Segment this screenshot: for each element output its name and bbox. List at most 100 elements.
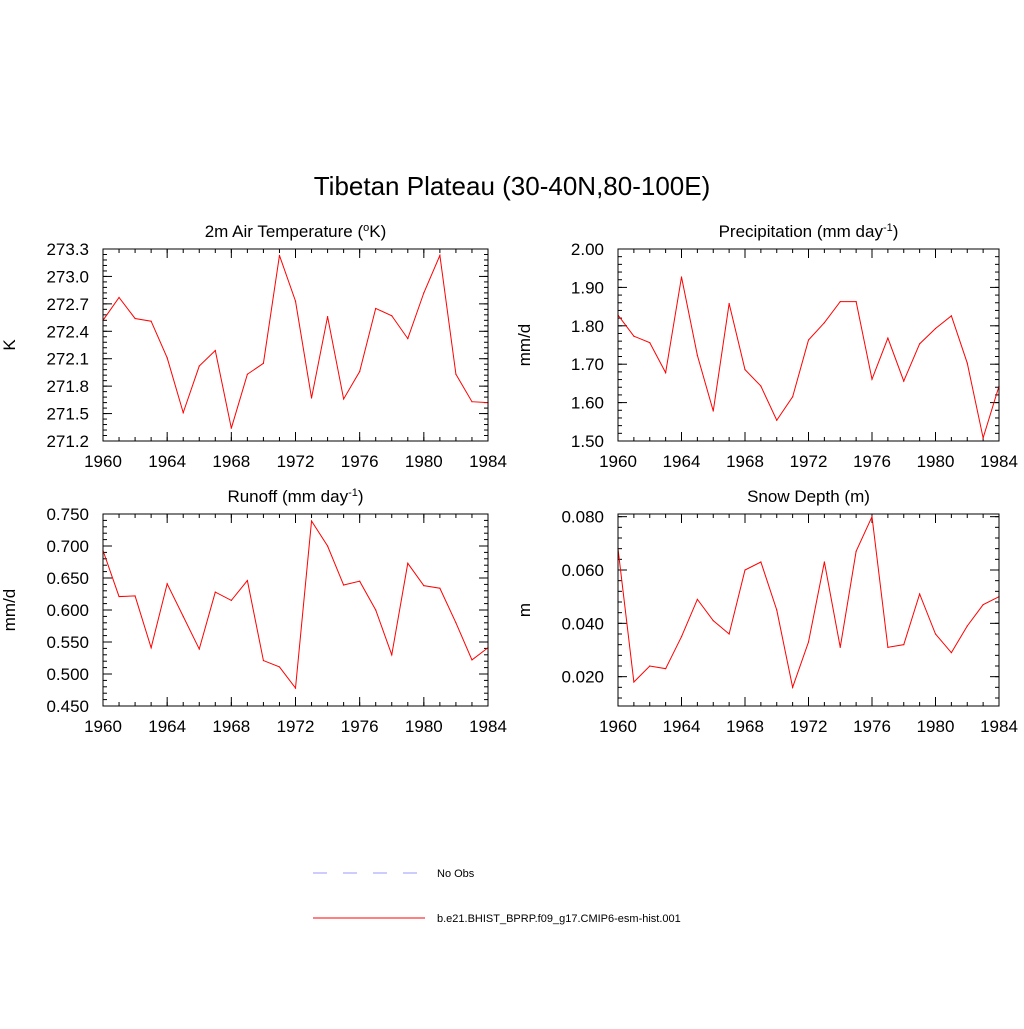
data-point (680, 636, 683, 638)
data-point (230, 599, 232, 602)
y-axis-label: mm/d (515, 324, 534, 367)
data-point (471, 659, 473, 661)
panel-title-tail: K) (369, 222, 386, 241)
panel-title-main: Runoff (mm day (227, 487, 348, 506)
data-point (150, 320, 152, 322)
y-tick-label: 0.500 (46, 665, 89, 684)
data-point (326, 545, 329, 547)
data-point (966, 362, 968, 364)
data-point (855, 301, 857, 303)
data-point (728, 633, 730, 635)
data-point (294, 687, 297, 689)
y-tick-label: 0.080 (561, 508, 604, 527)
data-point (887, 646, 889, 648)
data-point (262, 362, 265, 364)
data-point (871, 516, 873, 518)
panel-runoff: Runoff (mm day-1) mm/d 1960 1964 1968 1972 197… (0, 487, 507, 736)
x-tick-label: 1960 (84, 717, 122, 736)
panel-title: 2m Air Temperature (oK) (205, 222, 387, 241)
y-tick-label: 0.700 (46, 537, 89, 556)
y-tick-label: 0.060 (561, 561, 604, 580)
data-point (310, 520, 313, 522)
x-tick-label: 1972 (277, 717, 315, 736)
x-tick-label: 1980 (405, 717, 443, 736)
data-point (166, 357, 168, 359)
data-point (760, 561, 762, 563)
data-point (471, 401, 473, 403)
data-point (903, 644, 905, 646)
x-tick-label: 1984 (980, 452, 1018, 471)
y-tick-label: 273.3 (46, 240, 89, 259)
x-tick-label: 1964 (148, 452, 186, 471)
y-tick-label: 0.450 (46, 697, 89, 716)
y-tick-label: 272.7 (46, 295, 89, 314)
x-tick-label: 1980 (917, 452, 955, 471)
data-point (278, 254, 281, 256)
x-tick-label: 1976 (853, 452, 891, 471)
x-tick-label: 1980 (917, 717, 955, 736)
data-point (776, 609, 778, 611)
plot-frame (102, 513, 489, 707)
x-tick-label: 1968 (726, 452, 764, 471)
data-point (744, 569, 746, 571)
panel-title-tail: ) (893, 222, 899, 241)
data-point (230, 427, 232, 429)
series-line (617, 276, 1000, 440)
x-tick-label: 1972 (790, 717, 828, 736)
y-axis-label: K (0, 339, 19, 351)
data-point (966, 625, 968, 627)
data-point (166, 583, 168, 585)
data-point (839, 646, 841, 648)
data-point (665, 668, 667, 670)
panel-title: Runoff (mm day-1) (227, 487, 363, 506)
y-tick-label: 271.2 (46, 432, 89, 451)
data-point (343, 584, 345, 586)
panel-title-superscript: -1 (883, 222, 893, 234)
x-tick-label: 1984 (469, 452, 507, 471)
x-tick-label: 1980 (405, 452, 443, 471)
y-tick-label: 271.5 (46, 405, 89, 424)
x-tick-label: 1960 (599, 452, 637, 471)
data-point (359, 370, 361, 373)
data-point (391, 654, 393, 656)
data-point (343, 398, 345, 400)
data-point (633, 681, 635, 683)
data-point (823, 561, 825, 563)
data-point (982, 604, 984, 606)
y-tick-label: 1.80 (571, 317, 604, 336)
data-point (423, 585, 425, 587)
data-point (807, 339, 810, 341)
x-tick-label: 1972 (790, 452, 828, 471)
panel-title-main: 2m Air Temperature ( (205, 222, 364, 241)
data-point (262, 659, 265, 662)
data-point (359, 580, 361, 582)
panel-title-superscript: -1 (348, 487, 358, 499)
data-point (198, 365, 200, 367)
data-point (439, 587, 441, 589)
data-point (134, 317, 136, 320)
x-tick-label: 1976 (341, 452, 379, 471)
y-tick-label: 271.8 (46, 377, 89, 396)
panel-air-temperature: 2m Air Temperature (oK) K 1960 1964 1968 1972… (0, 222, 507, 471)
plot-frame (617, 513, 1000, 707)
figure-title: Tibetan Plateau (30-40N,80-100E) (314, 171, 711, 201)
y-tick-label: 1.90 (571, 278, 604, 297)
data-point (294, 300, 297, 302)
y-tick-label: 272.4 (46, 322, 89, 341)
legend-label-no-obs: No Obs (437, 868, 475, 880)
data-point (807, 641, 810, 643)
y-tick-label: 0.650 (46, 569, 89, 588)
data-point (633, 335, 635, 337)
panel-title: Precipitation (mm day-1) (719, 222, 899, 241)
x-tick-label: 1968 (212, 717, 250, 736)
panel-title-main: Snow Depth (m) (747, 487, 870, 506)
y-tick-label: 1.70 (571, 355, 604, 374)
y-tick-label: 1.50 (571, 432, 604, 451)
data-point (214, 591, 216, 593)
data-point (712, 410, 714, 412)
data-point (696, 354, 698, 356)
x-tick-label: 1968 (726, 717, 764, 736)
legend: No Obs b.e21.BHIST_BPRP.f09_g17.CMIP6-es… (313, 868, 681, 925)
